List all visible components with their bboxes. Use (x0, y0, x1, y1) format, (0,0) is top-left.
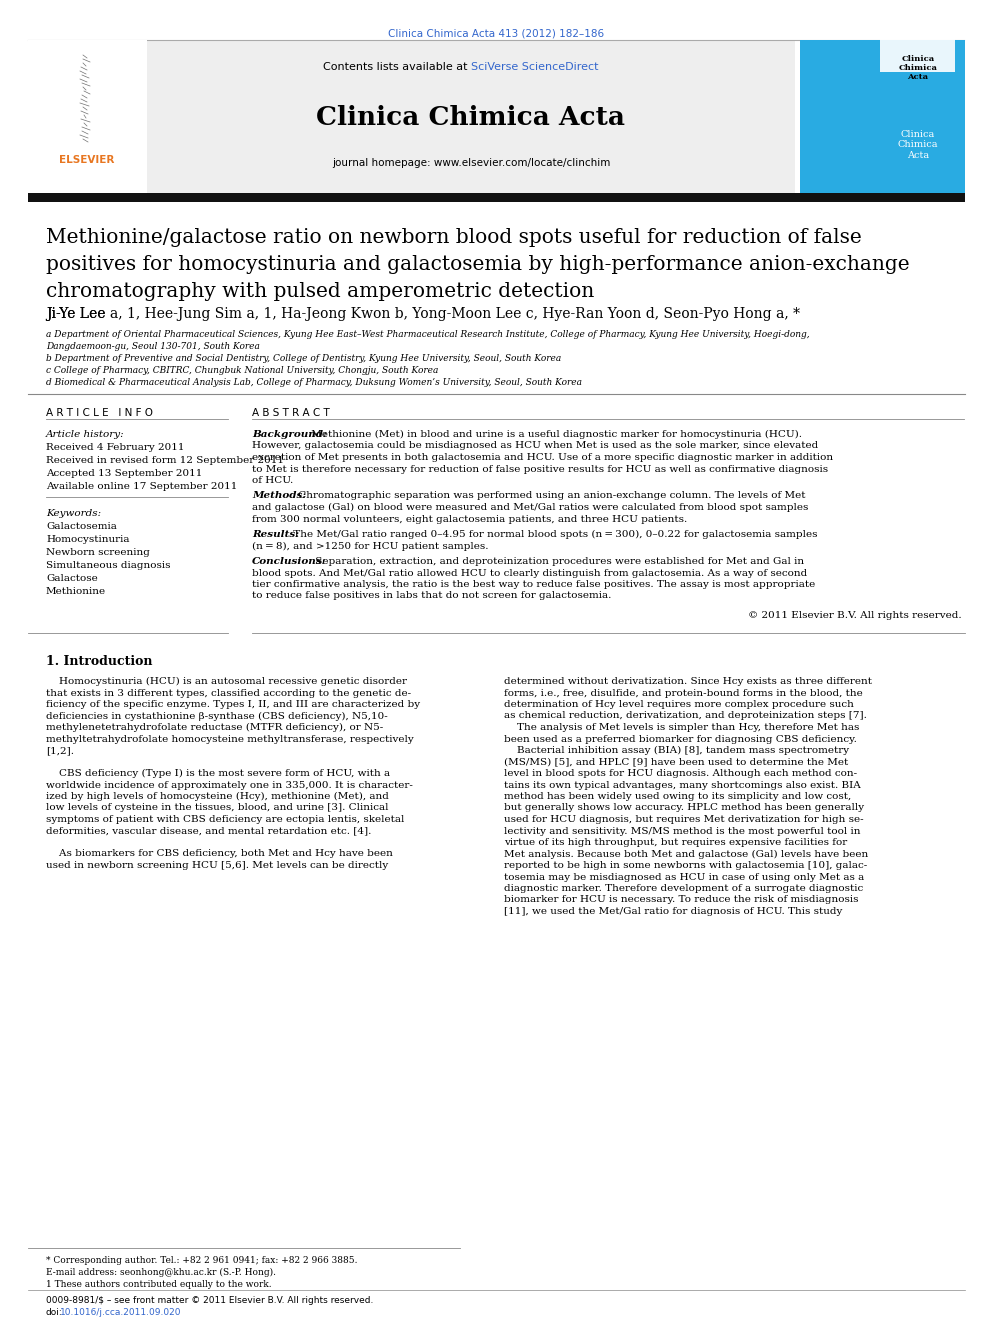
Text: Contents lists available at: Contents lists available at (323, 62, 471, 71)
Text: tosemia may be misdiagnosed as HCU in case of using only Met as a: tosemia may be misdiagnosed as HCU in ca… (504, 872, 864, 881)
Text: Methionine (Met) in blood and urine is a useful diagnostic marker for homocystin: Methionine (Met) in blood and urine is a… (308, 430, 802, 439)
Text: journal homepage: www.elsevier.com/locate/clinchim: journal homepage: www.elsevier.com/locat… (331, 157, 610, 168)
Text: E-mail address: seonhong@khu.ac.kr (S.-P. Hong).: E-mail address: seonhong@khu.ac.kr (S.-P… (46, 1267, 276, 1277)
Text: method has been widely used owing to its simplicity and low cost,: method has been widely used owing to its… (504, 792, 851, 800)
Text: Conclusions:: Conclusions: (252, 557, 326, 566)
Text: and galactose (Gal) on blood were measured and Met/Gal ratios were calculated fr: and galactose (Gal) on blood were measur… (252, 503, 808, 512)
Text: lectivity and sensitivity. MS/MS method is the most powerful tool in: lectivity and sensitivity. MS/MS method … (504, 827, 860, 836)
Text: Galactosemia: Galactosemia (46, 523, 117, 531)
Text: Bacterial inhibition assay (BIA) [8], tandem mass spectrometry: Bacterial inhibition assay (BIA) [8], ta… (504, 746, 849, 755)
Text: Results:: Results: (252, 531, 300, 538)
Text: diagnostic marker. Therefore development of a surrogate diagnostic: diagnostic marker. Therefore development… (504, 884, 863, 893)
Text: but generally shows low accuracy. HPLC method has been generally: but generally shows low accuracy. HPLC m… (504, 803, 864, 812)
Text: The Met/Gal ratio ranged 0–4.95 for normal blood spots (n = 300), 0–0.22 for gal: The Met/Gal ratio ranged 0–4.95 for norm… (290, 531, 817, 540)
Bar (880, 26, 955, 71)
Text: of HCU.: of HCU. (252, 476, 294, 486)
Text: doi:: doi: (46, 1308, 62, 1316)
Text: excretion of Met presents in both galactosemia and HCU. Use of a more specific d: excretion of Met presents in both galact… (252, 452, 833, 462)
Text: that exists in 3 different types, classified according to the genetic de-: that exists in 3 different types, classi… (46, 688, 411, 697)
Text: deficiencies in cystathionine β-synthase (CBS deficiency), N5,10-: deficiencies in cystathionine β-synthase… (46, 712, 388, 721)
Text: (n = 8), and >1250 for HCU patient samples.: (n = 8), and >1250 for HCU patient sampl… (252, 541, 488, 550)
Bar (28, 40, 147, 194)
Text: been used as a preferred biomarker for diagnosing CBS deficiency.: been used as a preferred biomarker for d… (504, 734, 857, 744)
Text: as chemical reduction, derivatization, and deproteinization steps [7].: as chemical reduction, derivatization, a… (504, 712, 867, 721)
Bar (28, 193, 965, 202)
Text: blood spots. And Met/Gal ratio allowed HCU to clearly distinguish from galactose: blood spots. And Met/Gal ratio allowed H… (252, 569, 807, 578)
Text: 0009-8981/$ – see front matter © 2011 Elsevier B.V. All rights reserved.: 0009-8981/$ – see front matter © 2011 El… (46, 1297, 373, 1304)
Text: determined without derivatization. Since Hcy exists as three different: determined without derivatization. Since… (504, 677, 872, 687)
Text: Received 4 February 2011: Received 4 February 2011 (46, 443, 185, 452)
Text: 1. Introduction: 1. Introduction (46, 655, 153, 668)
Text: (MS/MS) [5], and HPLC [9] have been used to determine the Met: (MS/MS) [5], and HPLC [9] have been used… (504, 758, 848, 766)
Text: Methionine: Methionine (46, 587, 106, 595)
Text: Available online 17 September 2011: Available online 17 September 2011 (46, 482, 237, 491)
Text: ELSEVIER: ELSEVIER (60, 155, 115, 165)
Text: Clinica Chimica Acta 413 (2012) 182–186: Clinica Chimica Acta 413 (2012) 182–186 (388, 28, 604, 38)
Text: SciVerse ScienceDirect: SciVerse ScienceDirect (471, 62, 598, 71)
Text: low levels of cysteine in the tissues, blood, and urine [3]. Clinical: low levels of cysteine in the tissues, b… (46, 803, 389, 812)
Text: c College of Pharmacy, CBITRC, Chungbuk National University, Chongju, South Kore: c College of Pharmacy, CBITRC, Chungbuk … (46, 366, 438, 374)
Text: Accepted 13 September 2011: Accepted 13 September 2011 (46, 468, 202, 478)
Text: symptoms of patient with CBS deficiency are ectopia lentis, skeletal: symptoms of patient with CBS deficiency … (46, 815, 405, 824)
Text: tains its own typical advantages, many shortcomings also exist. BIA: tains its own typical advantages, many s… (504, 781, 861, 790)
Text: tier confirmative analysis, the ratio is the best way to reduce false positives.: tier confirmative analysis, the ratio is… (252, 579, 815, 589)
Text: 1 These authors contributed equally to the work.: 1 These authors contributed equally to t… (46, 1279, 272, 1289)
Text: Separation, extraction, and deproteinization procedures were established for Met: Separation, extraction, and deproteiniza… (312, 557, 805, 566)
Text: ficiency of the specific enzyme. Types I, II, and III are characterized by: ficiency of the specific enzyme. Types I… (46, 700, 421, 709)
Text: [1,2].: [1,2]. (46, 746, 74, 755)
Text: Keywords:: Keywords: (46, 509, 101, 519)
Bar (147, 40, 795, 194)
Text: d Biomedical & Pharmaceutical Analysis Lab, College of Pharmacy, Duksung Women’s: d Biomedical & Pharmaceutical Analysis L… (46, 378, 582, 388)
Text: * Corresponding author. Tel.: +82 2 961 0941; fax: +82 2 966 3885.: * Corresponding author. Tel.: +82 2 961 … (46, 1256, 357, 1265)
Text: to reduce false positives in labs that do not screen for galactosemia.: to reduce false positives in labs that d… (252, 591, 611, 601)
Text: ized by high levels of homocysteine (Hcy), methionine (Met), and: ized by high levels of homocysteine (Hcy… (46, 792, 389, 802)
Text: A R T I C L E   I N F O: A R T I C L E I N F O (46, 407, 153, 418)
Text: used in newborn screening HCU [5,6]. Met levels can be directly: used in newborn screening HCU [5,6]. Met… (46, 861, 388, 871)
Text: from 300 normal volunteers, eight galactosemia patients, and three HCU patients.: from 300 normal volunteers, eight galact… (252, 515, 687, 524)
Text: Dangdaemoon-gu, Seoul 130-701, South Korea: Dangdaemoon-gu, Seoul 130-701, South Kor… (46, 343, 260, 351)
Text: Met analysis. Because both Met and galactose (Gal) levels have been: Met analysis. Because both Met and galac… (504, 849, 868, 859)
Text: Methionine/galactose ratio on newborn blood spots useful for reduction of false: Methionine/galactose ratio on newborn bl… (46, 228, 862, 247)
Text: positives for homocystinuria and galactosemia by high-performance anion-exchange: positives for homocystinuria and galacto… (46, 255, 910, 274)
Text: Ji-Ye Lee a, 1, Hee-Jung Sim a, 1, Ha-Jeong Kwon b, Yong-Moon Lee c, Hye-Ran Yoo: Ji-Ye Lee a, 1, Hee-Jung Sim a, 1, Ha-Je… (46, 307, 800, 321)
Text: Ji-Ye Lee: Ji-Ye Lee (46, 307, 110, 321)
Text: determination of Hcy level requires more complex procedure such: determination of Hcy level requires more… (504, 700, 854, 709)
Text: deformities, vascular disease, and mental retardation etc. [4].: deformities, vascular disease, and menta… (46, 827, 371, 836)
Text: methylenetetrahydrofolate reductase (MTFR deficiency), or N5-: methylenetetrahydrofolate reductase (MTF… (46, 722, 383, 732)
Text: Simultaneous diagnosis: Simultaneous diagnosis (46, 561, 171, 570)
Text: Methods:: Methods: (252, 492, 307, 500)
Text: b Department of Preventive and Social Dentistry, College of Dentistry, Kyung Hee: b Department of Preventive and Social De… (46, 355, 561, 363)
Text: Article history:: Article history: (46, 430, 125, 439)
Text: Homocystinuria (HCU) is an autosomal recessive genetic disorder: Homocystinuria (HCU) is an autosomal rec… (46, 677, 407, 687)
Text: Received in revised form 12 September 2011: Received in revised form 12 September 20… (46, 456, 284, 464)
Text: Newborn screening: Newborn screening (46, 548, 150, 557)
Text: biomarker for HCU is necessary. To reduce the risk of misdiagnosis: biomarker for HCU is necessary. To reduc… (504, 896, 858, 905)
Text: Clinica Chimica Acta: Clinica Chimica Acta (316, 105, 626, 130)
Text: worldwide incidence of approximately one in 335,000. It is character-: worldwide incidence of approximately one… (46, 781, 413, 790)
Text: Chromatographic separation was performed using an anion-exchange column. The lev: Chromatographic separation was performed… (295, 492, 806, 500)
Text: As biomarkers for CBS deficiency, both Met and Hcy have been: As biomarkers for CBS deficiency, both M… (46, 849, 393, 859)
Text: 10.1016/j.cca.2011.09.020: 10.1016/j.cca.2011.09.020 (60, 1308, 182, 1316)
Text: reported to be high in some newborns with galactosemia [10], galac-: reported to be high in some newborns wit… (504, 861, 867, 871)
Text: a Department of Oriental Pharmaceutical Sciences, Kyung Hee East–West Pharmaceut: a Department of Oriental Pharmaceutical … (46, 329, 809, 339)
Text: [11], we used the Met/Gal ratio for diagnosis of HCU. This study: [11], we used the Met/Gal ratio for diag… (504, 908, 842, 916)
Text: A B S T R A C T: A B S T R A C T (252, 407, 329, 418)
Text: However, galactosemia could be misdiagnosed as HCU when Met is used as the sole : However, galactosemia could be misdiagno… (252, 442, 818, 451)
Text: Homocystinuria: Homocystinuria (46, 534, 130, 544)
Text: used for HCU diagnosis, but requires Met derivatization for high se-: used for HCU diagnosis, but requires Met… (504, 815, 864, 824)
Text: methyltetrahydrofolate homocysteine methyltransferase, respectively: methyltetrahydrofolate homocysteine meth… (46, 734, 414, 744)
Text: © 2011 Elsevier B.V. All rights reserved.: © 2011 Elsevier B.V. All rights reserved… (748, 611, 962, 620)
Text: CBS deficiency (Type I) is the most severe form of HCU, with a: CBS deficiency (Type I) is the most seve… (46, 769, 390, 778)
Text: chromatography with pulsed amperometric detection: chromatography with pulsed amperometric … (46, 282, 594, 302)
Text: The analysis of Met levels is simpler than Hcy, therefore Met has: The analysis of Met levels is simpler th… (504, 722, 859, 732)
Text: level in blood spots for HCU diagnosis. Although each method con-: level in blood spots for HCU diagnosis. … (504, 769, 857, 778)
Text: Galactose: Galactose (46, 574, 98, 583)
Text: virtue of its high throughput, but requires expensive facilities for: virtue of its high throughput, but requi… (504, 837, 847, 847)
Text: forms, i.e., free, disulfide, and protein-bound forms in the blood, the: forms, i.e., free, disulfide, and protei… (504, 688, 863, 697)
Text: Background:: Background: (252, 430, 327, 439)
Bar (800, 40, 965, 194)
Text: Clinica
Chimica
Acta: Clinica Chimica Acta (899, 56, 937, 82)
Text: to Met is therefore necessary for reduction of false positive results for HCU as: to Met is therefore necessary for reduct… (252, 464, 828, 474)
Text: Clinica
Chimica
Acta: Clinica Chimica Acta (898, 130, 938, 160)
